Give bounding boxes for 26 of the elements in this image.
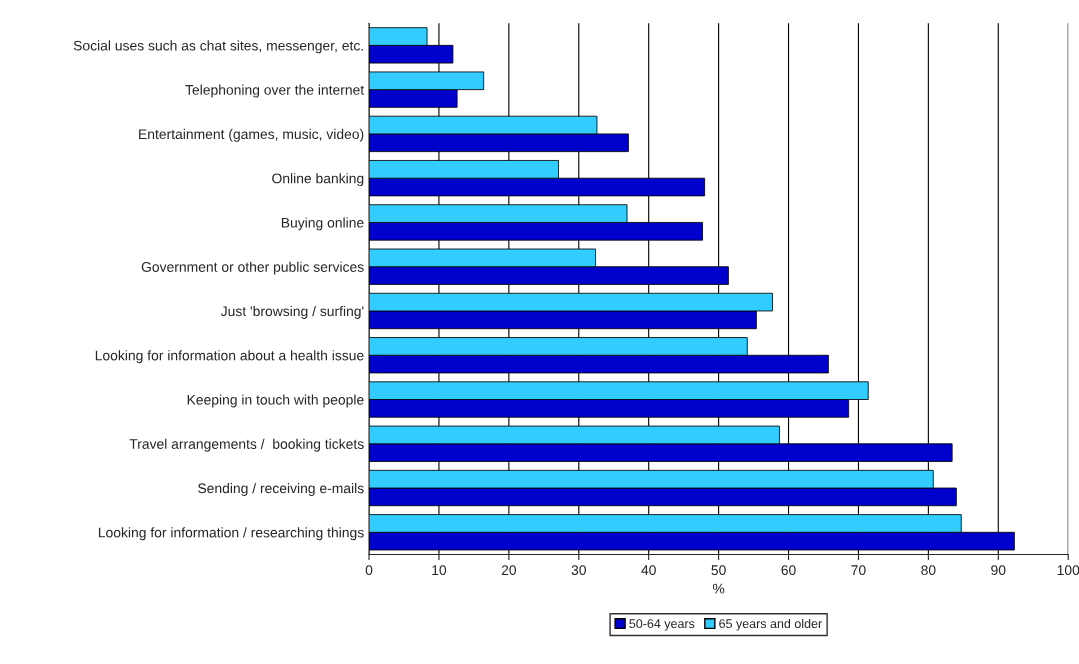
- y-tick-label: Social uses such as chat sites, messenger, etc.: [73, 40, 363, 54]
- y-tick-label: Looking for information about a health issue: [95, 350, 364, 364]
- x-tick-label: 100: [1057, 565, 1079, 576]
- x-tick-label: 20: [501, 565, 517, 576]
- x-tick-label: 50: [711, 565, 726, 576]
- x-tick-label: 70: [851, 565, 866, 576]
- y-tick-label: Sending / receiving e-mails: [198, 483, 364, 496]
- y-tick-label: Entertainment (games, music, video): [139, 128, 364, 142]
- y-tick-label: Keeping in touch with people: [187, 394, 364, 408]
- y-tick-label: Travel arrangements / booking tickets: [129, 438, 364, 452]
- x-tick-label: 10: [432, 565, 447, 576]
- y-tick-label: Looking for information / researching things: [98, 527, 364, 541]
- x-tick-label: 40: [641, 565, 656, 576]
- x-tick-label: 60: [781, 565, 796, 576]
- y-tick-label: Telephoning over the internet: [185, 84, 365, 98]
- x-axis-title: %: [712, 583, 725, 594]
- x-tick-label: 80: [921, 565, 936, 576]
- legend-label: 65 years and older: [719, 618, 822, 631]
- y-tick-label: Online banking: [272, 173, 364, 187]
- legend-label: 50-64 years: [629, 619, 695, 631]
- y-tick-label: Just 'browsing / surfing': [220, 305, 364, 319]
- x-tick-label: 90: [991, 565, 1006, 576]
- y-tick-label: Government or other public services: [141, 261, 364, 275]
- y-tick-label: Buying online: [281, 217, 364, 231]
- x-tick-label: 0: [365, 565, 373, 576]
- x-tick-label: 30: [571, 565, 586, 576]
